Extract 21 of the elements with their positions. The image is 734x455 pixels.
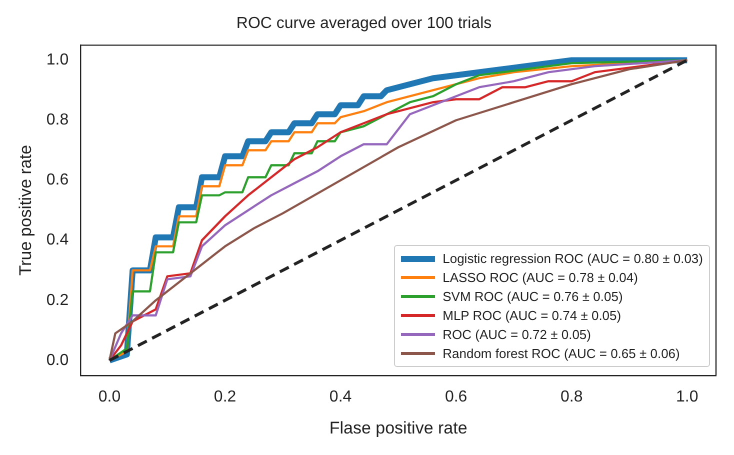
x-tick-label: 1.0 xyxy=(676,388,698,406)
y-axis-title: True positive rate xyxy=(16,144,35,276)
x-tick-label: 0.8 xyxy=(560,388,583,406)
y-tick-label: 0.0 xyxy=(46,352,69,369)
x-tick-label: 0.2 xyxy=(214,388,236,406)
legend-label: ROC (AUC = 0.72 ± 0.05) xyxy=(442,327,591,342)
x-tick-label: 0.6 xyxy=(444,388,468,406)
legend-label: Logistic regression ROC (AUC = 0.80 ± 0.03) xyxy=(442,251,703,266)
x-axis-title: Flase positive rate xyxy=(329,418,468,438)
y-tick-label: 0.4 xyxy=(46,232,69,249)
legend-label: MLP ROC (AUC = 0.74 ± 0.05) xyxy=(442,308,622,324)
y-tick-label: 0.8 xyxy=(46,112,69,129)
x-tick-label: 0.4 xyxy=(329,388,352,406)
x-tick-label: 0.0 xyxy=(98,388,121,406)
legend-label: SVM ROC (AUC = 0.76 ± 0.05) xyxy=(442,289,623,304)
legend-label: Random forest ROC (AUC = 0.65 ± 0.06) xyxy=(442,346,680,362)
y-tick-label: 0.2 xyxy=(46,292,69,309)
chart-title: ROC curve averaged over 100 trials xyxy=(236,15,492,32)
legend-label: LASSO ROC (AUC = 0.78 ± 0.04) xyxy=(442,270,638,286)
y-tick-label: 1.0 xyxy=(46,52,69,69)
y-tick-label: 0.6 xyxy=(46,172,69,189)
